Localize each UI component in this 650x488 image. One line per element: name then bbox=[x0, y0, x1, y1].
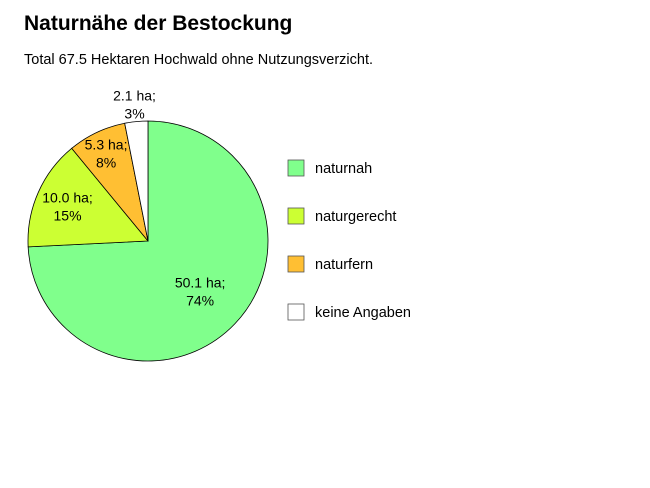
slice-label-naturgerecht: 10.0 ha; 15% bbox=[42, 189, 93, 223]
pie-labels: 50.1 ha; 74% 10.0 ha; 15% 5.3 ha; 8% 2.1 ha; 3% bbox=[42, 88, 225, 309]
legend-swatch-naturgerecht bbox=[287, 207, 305, 225]
slice-label-keine-angaben: 2.1 ha; 3% bbox=[113, 88, 156, 122]
legend-label-keine-angaben: keine Angaben bbox=[315, 305, 411, 321]
chart-subtitle: Total 67.5 Hektaren Hochwald ohne Nutzun… bbox=[24, 52, 373, 68]
legend-swatch-keine-angaben bbox=[287, 303, 305, 321]
pie-slice-keine-angaben bbox=[124, 120, 149, 242]
pie-slice-naturgerecht bbox=[27, 147, 149, 248]
legend-label-naturnah: naturnah bbox=[315, 161, 372, 177]
slice-label-naturnah: 50.1 ha; 74% bbox=[175, 275, 226, 309]
legend: naturnah naturgerecht naturfern keine Angab… bbox=[287, 159, 411, 321]
slice-label-naturfern: 5.3 ha; 8% bbox=[85, 136, 128, 170]
legend-swatch-naturfern bbox=[287, 255, 305, 273]
legend-swatch-naturnah bbox=[287, 159, 305, 177]
legend-label-naturfern: naturfern bbox=[315, 257, 373, 273]
pie-slices bbox=[27, 120, 269, 362]
legend-label-naturgerecht: naturgerecht bbox=[315, 209, 396, 225]
chart-title: Naturnähe der Bestockung bbox=[24, 12, 293, 35]
